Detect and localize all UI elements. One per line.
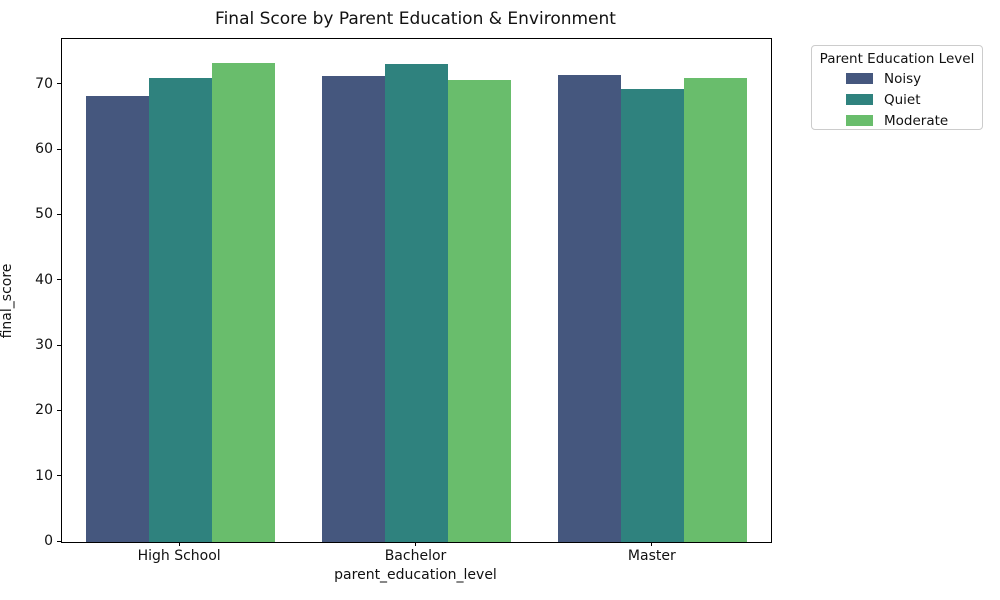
bar-noisy-bachelor xyxy=(321,76,385,542)
y-tick-label-70: 70 xyxy=(35,75,53,92)
legend-title: Parent Education Level xyxy=(819,51,975,67)
bar-quiet-bachelor xyxy=(384,63,448,542)
plot-area xyxy=(61,38,772,543)
legend-row-quiet: Quiet xyxy=(812,89,982,110)
y-tick-label-0: 0 xyxy=(44,533,53,549)
legend-label-quiet: Quiet xyxy=(884,92,921,108)
bar-moderate-high-school xyxy=(211,63,275,542)
y-tick-label-10: 10 xyxy=(35,467,53,484)
legend-row-moderate: Moderate xyxy=(812,110,982,131)
bar-quiet-master xyxy=(621,89,685,542)
y-tick-mark-10 xyxy=(57,475,61,477)
chart-title: Final Score by Parent Education & Enviro… xyxy=(215,9,616,29)
y-tick-label-30: 30 xyxy=(35,337,53,354)
y-tick-label-40: 40 xyxy=(35,271,53,288)
x-axis-label: parent_education_level xyxy=(334,567,497,583)
bar-quiet-high-school xyxy=(148,78,212,542)
legend-label-noisy: Noisy xyxy=(884,71,922,87)
bar-noisy-master xyxy=(558,74,622,542)
x-tick-label-high-school: High School xyxy=(137,548,221,564)
y-tick-label-50: 50 xyxy=(35,206,53,223)
y-tick-mark-40 xyxy=(57,279,61,281)
y-tick-label-60: 60 xyxy=(35,141,53,158)
y-tick-mark-0 xyxy=(57,540,61,542)
y-tick-mark-20 xyxy=(57,409,61,411)
legend-swatch-moderate xyxy=(846,115,873,126)
y-axis-label: final_score xyxy=(0,263,15,339)
x-tick-mark-master xyxy=(651,542,653,546)
legend-row-noisy: Noisy xyxy=(812,68,982,89)
x-tick-label-master: Master xyxy=(627,548,676,564)
bar-moderate-bachelor xyxy=(448,80,512,542)
legend-swatch-quiet xyxy=(846,94,873,105)
y-tick-mark-60 xyxy=(57,148,61,150)
y-tick-mark-50 xyxy=(57,213,61,215)
x-tick-label-bachelor: Bachelor xyxy=(384,548,447,564)
legend: Parent Education Level Noisy Quiet Moderat… xyxy=(811,45,983,130)
y-tick-mark-30 xyxy=(57,344,61,346)
legend-label-moderate: Moderate xyxy=(884,113,949,129)
bar-noisy-high-school xyxy=(85,95,149,542)
y-tick-label-20: 20 xyxy=(35,402,53,419)
bar-moderate-master xyxy=(684,78,748,542)
legend-swatch-noisy xyxy=(846,73,873,84)
x-tick-mark-high-school xyxy=(178,542,180,546)
y-tick-mark-70 xyxy=(57,83,61,85)
x-tick-mark-bachelor xyxy=(415,542,416,546)
